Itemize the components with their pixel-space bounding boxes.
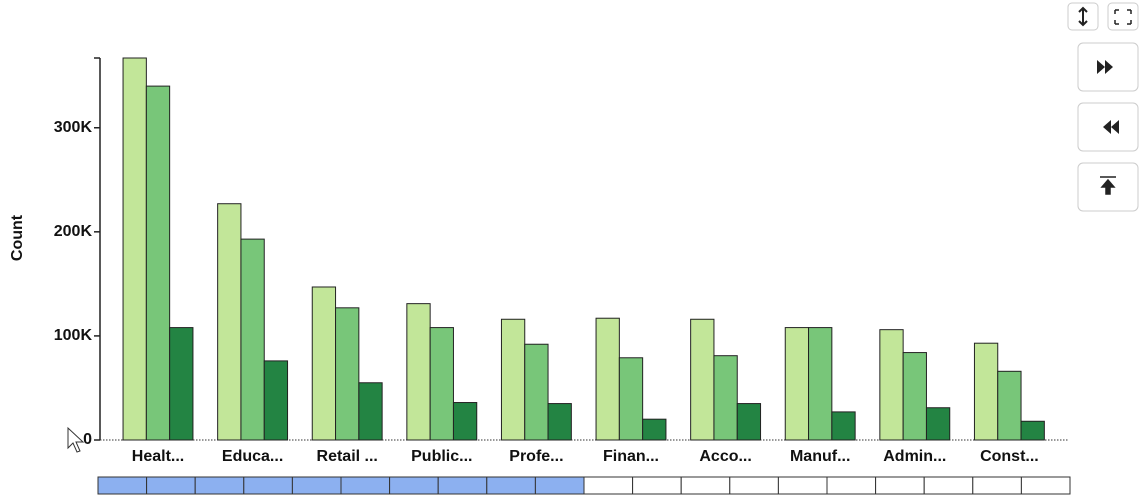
scroll-cell (826, 476, 877, 495)
scroll-cell (1020, 476, 1071, 495)
bar (169, 327, 194, 441)
bar (1020, 420, 1045, 441)
y-tick-label: 100K (54, 327, 93, 344)
bar (713, 355, 738, 441)
cursor (67, 426, 85, 453)
scroll-cell (534, 476, 585, 495)
scroll-cell (729, 476, 779, 495)
next-icon (1097, 60, 1113, 74)
x-tick-label: Admin... (883, 448, 946, 465)
y-tick-label: 0 (83, 431, 92, 448)
scroll-cell (875, 476, 925, 495)
x-tick-label: Retail ... (317, 448, 378, 465)
bar (902, 352, 927, 441)
scroll-cell (486, 476, 536, 495)
scroll-cell (243, 476, 293, 495)
scroll-cell (923, 476, 974, 495)
scroll-cell (146, 476, 196, 495)
bar (997, 370, 1022, 441)
bar (831, 411, 856, 441)
bar (429, 327, 454, 441)
previous-icon (1103, 120, 1119, 134)
x-tick-label: Educa... (222, 448, 283, 465)
x-tick-label: Acco... (699, 448, 751, 465)
toolbar (1067, 2, 1139, 212)
scroll-cell (340, 476, 391, 495)
bar (263, 360, 289, 441)
scroll-cell (97, 476, 148, 495)
bar (335, 307, 360, 441)
scroll-cell (777, 476, 828, 495)
bar (217, 203, 242, 441)
x-tick-label: Manuf... (790, 448, 850, 465)
bar (358, 382, 383, 441)
bar (973, 342, 999, 441)
top-icon (1100, 176, 1116, 195)
bar (122, 57, 147, 441)
bar (240, 238, 265, 441)
bar (784, 327, 810, 441)
bar (524, 343, 549, 441)
bar (925, 407, 951, 441)
resize-icon (1078, 6, 1088, 27)
y-tick-label: 300K (54, 119, 93, 136)
scroll-cell (632, 476, 682, 495)
bar (595, 317, 620, 441)
fullscreen-button[interactable] (1107, 2, 1139, 31)
bar (311, 286, 337, 441)
bar (452, 402, 478, 441)
bar (642, 418, 667, 441)
scroll-cell (680, 476, 731, 495)
x-tick-label: Profe... (509, 448, 563, 465)
scroll-cell (194, 476, 245, 495)
scroll-cell (389, 476, 439, 495)
x-tick-label: Public... (411, 448, 472, 465)
bar (879, 329, 904, 441)
y-tick-label: 200K (54, 223, 93, 240)
bar (145, 85, 171, 441)
scroll-cell (972, 476, 1022, 495)
fullscreen-icon (1114, 9, 1132, 25)
bar (500, 318, 526, 441)
bar (808, 327, 833, 441)
x-tick-label: Const... (980, 448, 1039, 465)
scroll-cell (583, 476, 634, 495)
x-tick-label: Finan... (603, 448, 659, 465)
bar (618, 357, 644, 441)
bar (406, 303, 431, 441)
scroll-cell (437, 476, 488, 495)
x-tick-label: Healt... (132, 448, 184, 465)
y-axis-label: Count (9, 214, 26, 261)
bar (547, 403, 572, 441)
bar (690, 318, 715, 441)
scrollbar[interactable] (97, 476, 1071, 495)
bar (736, 403, 762, 441)
scroll-cell (291, 476, 342, 495)
